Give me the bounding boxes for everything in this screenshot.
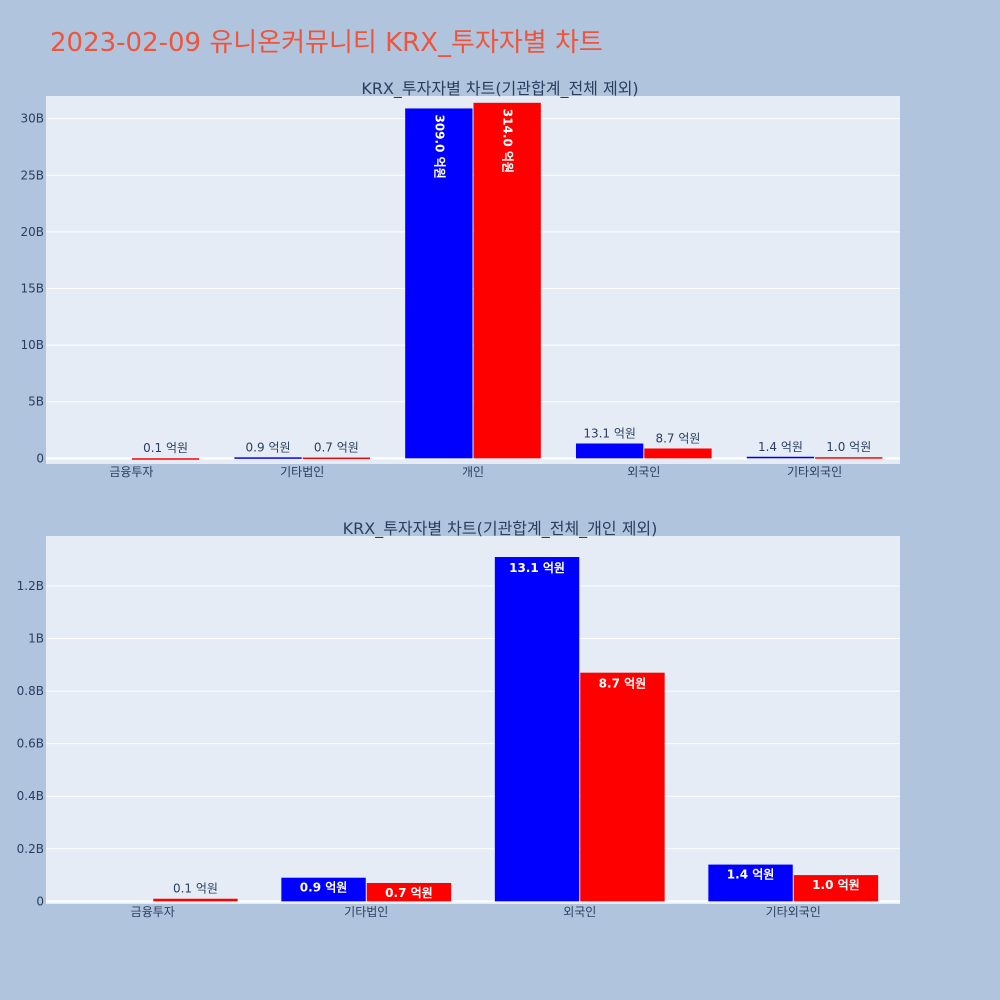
y-tick-label: 1.2B <box>17 579 44 593</box>
y-tick-label: 0.2B <box>17 842 44 856</box>
x-tick-label: 기타법인 <box>280 465 324 479</box>
chart-title: KRX_투자자별 차트(기관합계_전체_개인 제외) <box>343 519 658 539</box>
data-label: 309.0 억원 <box>432 114 446 178</box>
data-label: 1.0 억원 <box>826 440 871 454</box>
y-tick-label: 30B <box>20 112 44 126</box>
x-tick-label: 외국인 <box>627 465 660 479</box>
bar[interactable] <box>153 898 238 902</box>
plot-area <box>46 96 900 464</box>
data-label: 13.1 억원 <box>509 561 565 575</box>
plot-area <box>46 536 900 904</box>
bar[interactable] <box>281 877 366 902</box>
x-tick-label: 금융투자 <box>131 905 175 919</box>
y-tick-label: 0.6B <box>17 737 44 751</box>
x-tick-label: 외국인 <box>563 905 596 919</box>
bar[interactable] <box>708 864 793 902</box>
bar[interactable] <box>580 672 665 902</box>
data-label: 0.9 억원 <box>246 440 291 454</box>
chart-title: KRX_투자자별 차트(기관합계_전체 제외) <box>361 79 638 99</box>
x-tick-label: 기타외국인 <box>787 465 842 479</box>
bar[interactable] <box>405 108 473 459</box>
y-tick-label: 5B <box>28 395 44 409</box>
x-tick-label: 기타외국인 <box>766 905 821 919</box>
bar[interactable] <box>815 457 883 459</box>
chart-all-investors: KRX_투자자별 차트(기관합계_전체 제외) 0 5B 10B 15B 20B 25B 30… <box>20 79 900 479</box>
data-label: 8.7 억원 <box>599 677 647 691</box>
y-tick-label: 20B <box>20 225 44 239</box>
y-tick-label: 25B <box>20 168 44 182</box>
bar[interactable] <box>131 458 200 460</box>
data-label: 0.7 억원 <box>314 441 359 455</box>
page-title: 2023-02-09 유니온커뮤니티 KRX_투자자별 차트 <box>50 28 603 58</box>
data-label: 1.0 억원 <box>812 878 860 892</box>
y-tick-label: 1B <box>28 632 44 646</box>
data-label: 0.1 억원 <box>173 882 218 896</box>
bar[interactable] <box>575 443 644 459</box>
bar[interactable] <box>746 456 815 459</box>
bar[interactable] <box>494 557 580 902</box>
data-label: 8.7 억원 <box>655 431 700 445</box>
x-tick-label: 기타법인 <box>344 905 388 919</box>
bar[interactable] <box>473 102 541 459</box>
bar[interactable] <box>644 448 712 459</box>
data-label: 0.7 억원 <box>385 886 433 900</box>
data-label: 1.4 억원 <box>758 440 803 454</box>
bar[interactable] <box>366 882 452 902</box>
data-label: 1.4 억원 <box>727 868 775 882</box>
data-label: 0.9 억원 <box>300 881 348 895</box>
y-tick-label: 0 <box>36 451 44 465</box>
y-tick-label: 10B <box>20 338 44 352</box>
bar[interactable] <box>234 457 302 459</box>
data-label: 314.0 억원 <box>501 109 515 173</box>
data-label: 13.1 억원 <box>583 427 636 441</box>
bar[interactable] <box>302 457 371 460</box>
data-label: 0.1 억원 <box>143 441 188 455</box>
x-tick-label: 개인 <box>462 465 484 479</box>
bar[interactable] <box>793 875 879 902</box>
y-tick-label: 15B <box>20 281 44 295</box>
x-tick-label: 금융투자 <box>109 465 153 479</box>
y-tick-label: 0 <box>36 894 44 908</box>
y-tick-label: 0.8B <box>17 684 44 698</box>
y-tick-label: 0.4B <box>17 789 44 803</box>
